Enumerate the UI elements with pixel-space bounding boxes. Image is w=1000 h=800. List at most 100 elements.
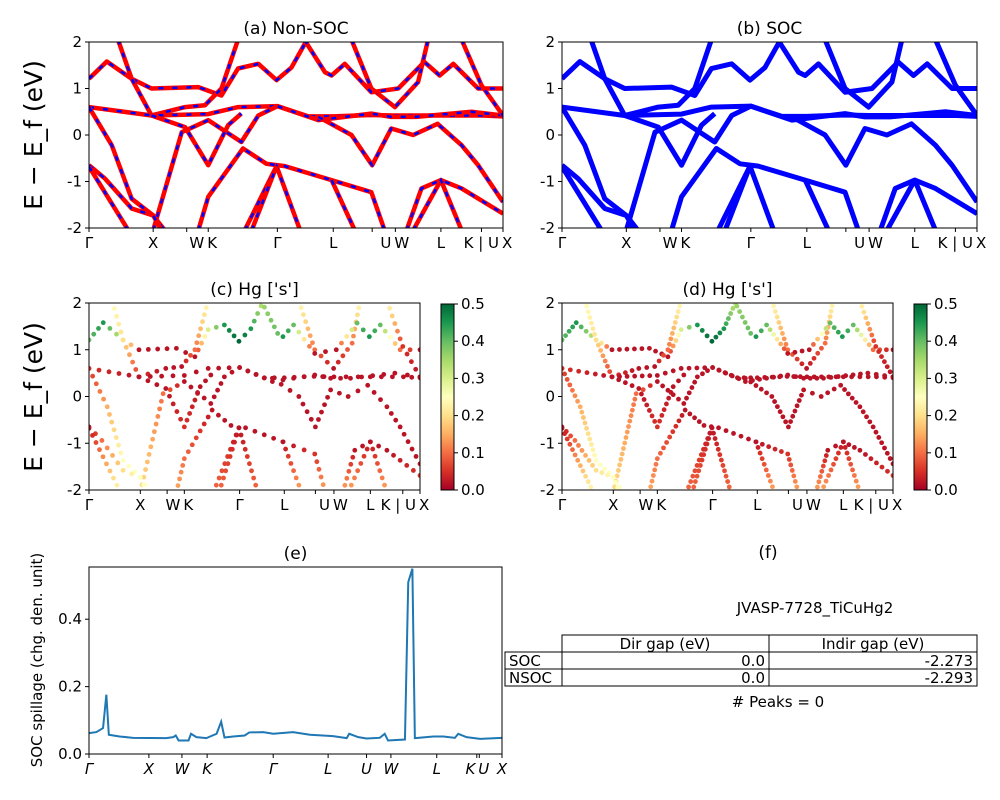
band-line-nonsoc — [116, 42, 240, 118]
band-point — [849, 395, 855, 401]
band-point — [701, 423, 707, 428]
band-point — [417, 347, 420, 353]
band-point — [361, 453, 367, 459]
band-point — [823, 478, 829, 484]
x-tick-label: U — [380, 234, 391, 252]
band-point — [848, 461, 854, 467]
band-point — [114, 313, 119, 319]
band-point — [720, 463, 726, 468]
band-line-soc — [802, 179, 831, 228]
band-point — [181, 456, 187, 462]
band-point — [99, 438, 105, 443]
band-point — [291, 375, 296, 381]
band-point — [312, 351, 318, 356]
band-point — [143, 467, 148, 472]
band-point — [737, 309, 743, 314]
band-point — [654, 424, 660, 430]
band-point — [314, 459, 320, 465]
band-point — [120, 337, 126, 343]
band-point — [163, 366, 169, 371]
band-point — [811, 342, 816, 347]
band-point — [842, 387, 847, 392]
band-point — [181, 424, 187, 430]
band-point — [198, 326, 203, 332]
band-point — [628, 413, 634, 419]
band-point — [89, 366, 92, 371]
axes-frame — [88, 302, 421, 491]
x-tick-label: Γ — [558, 234, 567, 252]
x-tick-label: Γ — [85, 760, 95, 778]
band-line-nonsoc — [317, 114, 503, 204]
band-point — [370, 446, 376, 452]
band-point — [248, 326, 254, 332]
band-point — [154, 368, 160, 374]
band-point — [689, 385, 695, 390]
band-point — [613, 479, 618, 485]
table-header-dir: Dir gap (eV) — [620, 635, 711, 653]
band-point — [208, 372, 214, 378]
band-line-soc — [623, 111, 717, 168]
band-point — [654, 379, 660, 384]
band-point — [227, 454, 233, 459]
band-point — [223, 468, 229, 474]
band-point — [859, 489, 861, 490]
band-point — [344, 475, 350, 481]
band-point — [691, 484, 697, 490]
band-point — [699, 457, 705, 463]
band-point — [854, 327, 860, 333]
band-point — [835, 374, 841, 379]
colorbar-tick-label: 0.4 — [461, 332, 485, 350]
band-point — [842, 445, 848, 450]
y-tick-label: 0 — [72, 388, 82, 406]
band-point — [101, 396, 106, 402]
band-point — [573, 320, 579, 326]
x-tick-label: L — [366, 496, 375, 514]
band-line-nonsoc — [89, 165, 130, 228]
band-point — [120, 467, 126, 473]
band-point — [828, 467, 834, 473]
band-point — [821, 484, 827, 490]
band-point — [729, 373, 735, 379]
band-point — [791, 473, 797, 479]
band-point — [271, 435, 277, 441]
band-line-dashed — [413, 177, 462, 228]
band-point — [355, 312, 360, 318]
band-point — [641, 397, 647, 402]
band-point — [576, 368, 582, 374]
band-point — [192, 397, 198, 403]
band-point — [871, 338, 877, 344]
band-point — [93, 440, 99, 445]
band-point — [280, 439, 286, 445]
band-point — [397, 424, 403, 430]
band-point — [723, 428, 729, 434]
band-point — [677, 303, 683, 309]
axes-frame — [561, 41, 978, 229]
band-point — [593, 458, 599, 463]
band-point — [730, 306, 736, 311]
band-point — [197, 384, 203, 390]
band-point — [801, 387, 807, 393]
band-point — [188, 352, 193, 358]
band-point — [386, 303, 388, 304]
band-point — [819, 331, 825, 337]
band-point — [723, 370, 729, 376]
band-point — [772, 446, 778, 452]
band-point — [219, 468, 225, 474]
band-point — [890, 347, 893, 353]
band-point — [405, 439, 411, 445]
band-point — [772, 399, 778, 404]
band-point — [774, 404, 780, 410]
band-point — [814, 484, 820, 490]
band-point — [348, 482, 354, 488]
band-point — [580, 415, 586, 420]
band-point — [228, 423, 234, 428]
band-point — [349, 340, 355, 346]
band-point — [774, 336, 780, 342]
band-point — [764, 322, 769, 328]
band-point — [312, 451, 318, 457]
band-point — [345, 394, 351, 399]
band-point — [181, 379, 187, 384]
band-point — [694, 374, 700, 380]
band-point — [797, 489, 799, 490]
